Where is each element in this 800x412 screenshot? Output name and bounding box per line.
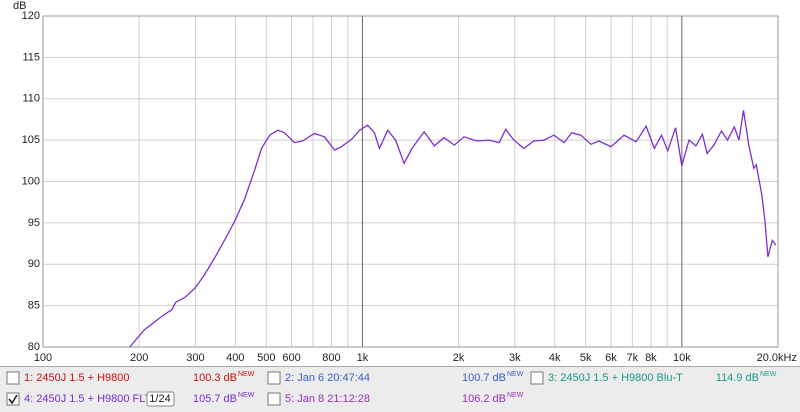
y-tick-label: 95 <box>28 217 40 229</box>
checkmark <box>8 394 18 405</box>
trace-level: 106.2 dB <box>462 393 506 405</box>
x-tick-label: 200 <box>130 352 148 364</box>
x-tick-label: 7k <box>627 352 639 364</box>
y-axis-label: dB <box>13 0 26 12</box>
trace-label: 4: 2450J 1.5 + H9800 FLT <box>24 393 152 405</box>
trace-label: 3: 2450J 1.5 + H9800 Blu-T <box>548 372 683 384</box>
chart-background <box>0 0 800 366</box>
trace-level: 100.7 dB <box>462 372 506 384</box>
trace-level: 105.7 dB <box>193 393 237 405</box>
trace-panel <box>0 366 800 412</box>
trace-level-note: NEW <box>507 371 524 378</box>
x-tick-label: 1k <box>357 352 369 364</box>
response-curve <box>129 110 777 348</box>
x-tick-label: 4k <box>549 352 561 364</box>
trace-level-note: NEW <box>238 392 255 399</box>
trace-level: 114.9 dB <box>716 372 759 384</box>
y-tick-label: 85 <box>28 300 40 312</box>
trace-level-note: NEW <box>760 371 777 378</box>
trace-checkbox[interactable] <box>267 392 281 406</box>
x-tick-label: 10k <box>673 352 691 364</box>
trace-level-note: NEW <box>238 371 255 378</box>
x-tick-label: 300 <box>186 352 204 364</box>
trace-level: 100.3 dB <box>193 372 237 384</box>
y-tick-label: 120 <box>22 10 40 22</box>
trace-label: 1: 2450J 1.5 + H9800 <box>24 372 130 384</box>
trace-checkbox[interactable] <box>267 371 281 385</box>
y-tick-label: 105 <box>22 134 40 146</box>
y-tick-label: 110 <box>22 93 40 105</box>
x-tick-label: 20.0kHz <box>757 352 797 364</box>
trace-checkbox[interactable] <box>6 392 20 406</box>
x-tick-label: 8k <box>645 352 657 364</box>
y-tick-label: 115 <box>22 51 40 63</box>
x-tick-label: 600 <box>282 352 300 364</box>
trace-checkbox[interactable] <box>6 371 20 385</box>
x-tick-label: 400 <box>226 352 244 364</box>
trace-label: 2: Jan 6 20:47:44 <box>285 372 370 384</box>
x-tick-label: 100 <box>34 352 52 364</box>
x-tick-label: 500 <box>257 352 275 364</box>
plot-border <box>42 15 779 348</box>
x-tick-label: 5k <box>580 352 592 364</box>
x-tick-label: 6k <box>605 352 617 364</box>
trace-checkbox[interactable] <box>530 371 544 385</box>
smoothing-box[interactable] <box>146 391 175 407</box>
y-tick-label: 90 <box>28 258 40 270</box>
x-tick-label: 3k <box>509 352 521 364</box>
y-tick-label: 100 <box>22 175 40 187</box>
y-tick-label: 80 <box>28 341 40 353</box>
x-tick-label: 2k <box>453 352 465 364</box>
x-tick-label: 800 <box>322 352 340 364</box>
trace-level-note: NEW <box>507 392 524 399</box>
trace-label: 5: Jan 8 21:12:28 <box>285 393 370 405</box>
smoothing-label[interactable]: 1/24 <box>149 393 170 405</box>
